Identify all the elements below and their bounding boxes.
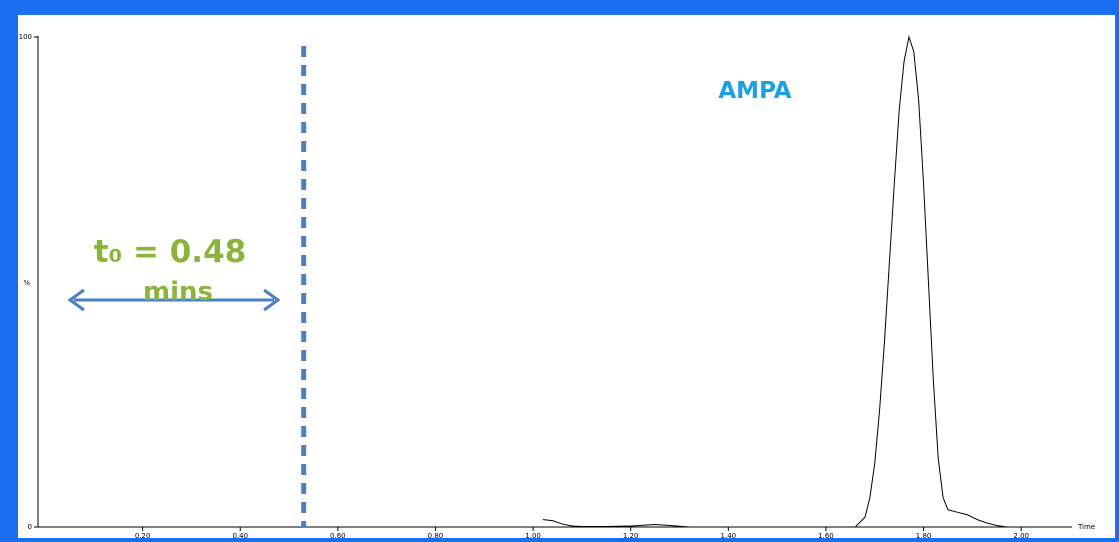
x-tick-label: 0.20 bbox=[135, 532, 151, 540]
t0-arrow bbox=[67, 288, 281, 312]
x-tick-label: 1.60 bbox=[818, 532, 834, 540]
x-tick-label: 1.20 bbox=[623, 532, 639, 540]
t0-unit: mins bbox=[143, 277, 213, 307]
peak-label: AMPA bbox=[718, 78, 791, 104]
x-tick-label: 1.40 bbox=[721, 532, 737, 540]
x-tick-label: 1.00 bbox=[525, 532, 541, 540]
x-axis-label: Time bbox=[1077, 523, 1095, 531]
y-tick-label: 100 bbox=[19, 33, 32, 41]
x-tick-label: 1.80 bbox=[916, 532, 932, 540]
trace bbox=[542, 35, 1007, 528]
y-axis-label: % bbox=[23, 279, 30, 287]
y-tick-label: 0 bbox=[28, 523, 32, 531]
x-tick-label: 0.40 bbox=[232, 532, 248, 540]
t0-label: t₀ = 0.48 bbox=[94, 234, 246, 270]
x-tick-label: 0.80 bbox=[428, 532, 444, 540]
x-tick-label: 0.60 bbox=[330, 532, 346, 540]
x-tick-label: 2.00 bbox=[1013, 532, 1029, 540]
